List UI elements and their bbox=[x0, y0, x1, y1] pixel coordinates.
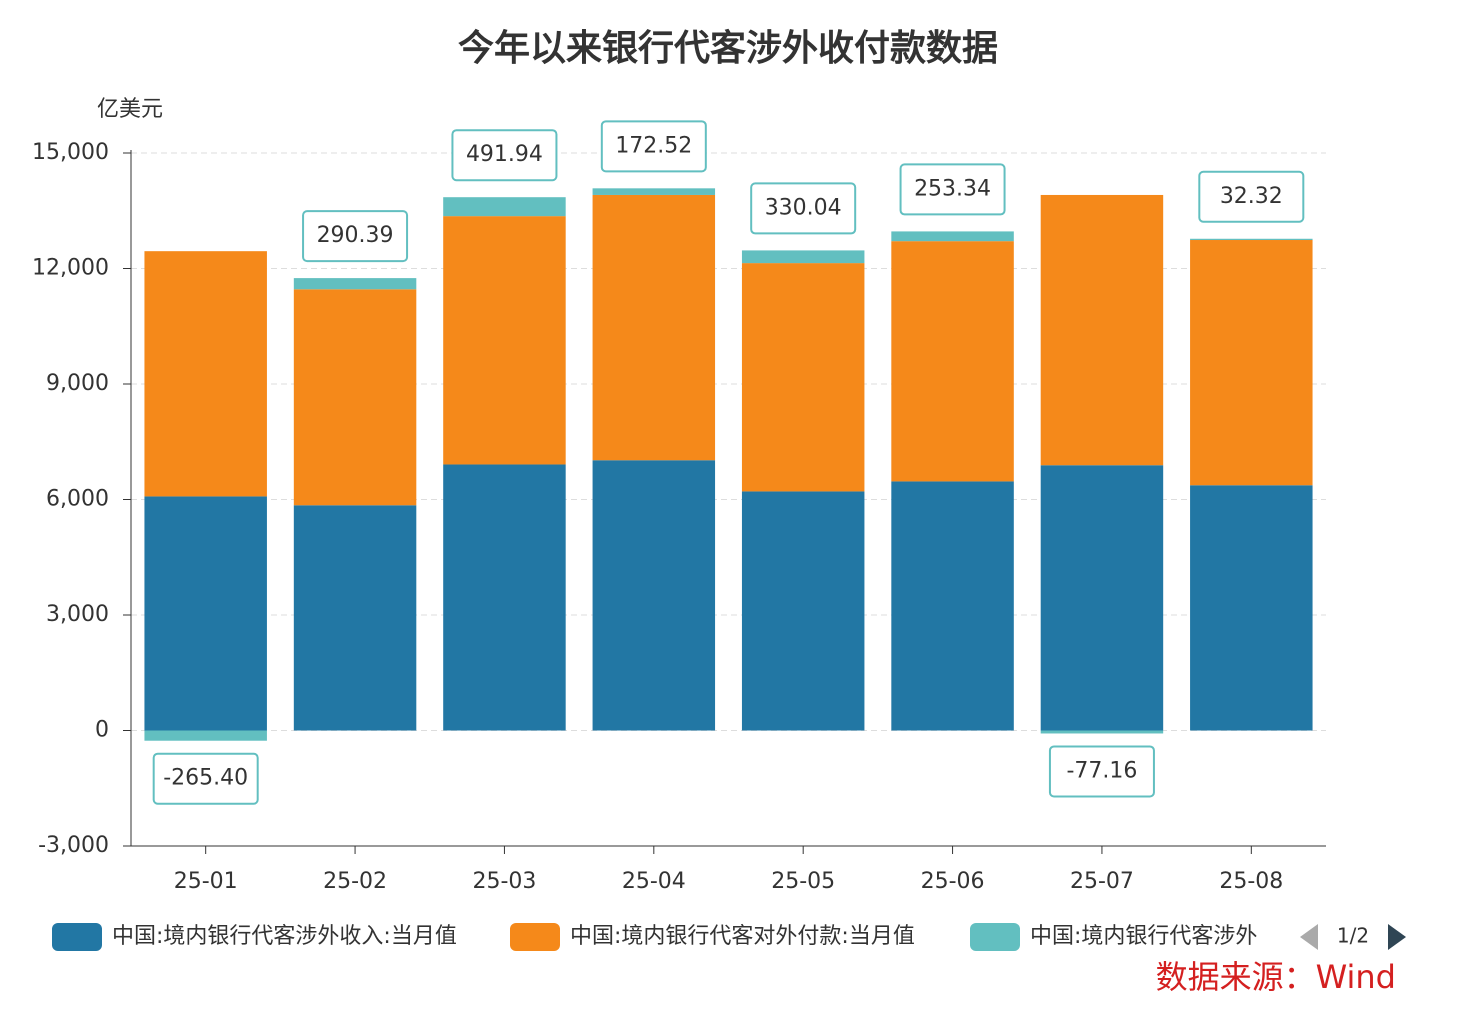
source-note: 数据来源：Wind bbox=[1156, 958, 1396, 996]
data-label-box bbox=[899, 163, 1006, 216]
bar-segment bbox=[144, 730, 267, 741]
x-tick-label: 25-08 bbox=[1219, 869, 1283, 894]
bar-segment bbox=[293, 289, 417, 506]
data-label-box bbox=[600, 120, 707, 173]
y-tick-label: 9,000 bbox=[46, 371, 109, 396]
data-label: -265.40 bbox=[163, 766, 248, 791]
legend-page: 1/2 bbox=[1337, 924, 1369, 948]
bar-segment bbox=[592, 460, 716, 731]
bar-segment bbox=[741, 491, 865, 731]
legend-swatch bbox=[510, 923, 560, 951]
legend-label: 中国:境内银行代客涉外收入:当月值 bbox=[112, 924, 457, 949]
x-tick-label: 25-07 bbox=[1070, 869, 1134, 894]
x-tick-label: 25-06 bbox=[921, 869, 985, 894]
bar-segment bbox=[1190, 485, 1313, 731]
legend-label: 中国:境内银行代客涉外 bbox=[1030, 924, 1257, 949]
bar-segment bbox=[891, 241, 1014, 482]
legend-swatch bbox=[52, 923, 102, 951]
data-label-box bbox=[750, 182, 857, 235]
x-tick-label: 25-02 bbox=[323, 869, 387, 894]
y-tick-label: 3,000 bbox=[46, 602, 109, 627]
y-tick-label: -3,000 bbox=[38, 833, 109, 858]
bar-segment bbox=[1190, 238, 1313, 241]
bar-segment bbox=[293, 278, 417, 290]
legend-prev[interactable] bbox=[1300, 924, 1318, 950]
bar-segment bbox=[144, 496, 267, 731]
x-tick-label: 25-04 bbox=[622, 869, 686, 894]
bar-segment bbox=[891, 481, 1014, 731]
bar-segment bbox=[741, 263, 865, 492]
bar-segment bbox=[443, 197, 566, 217]
bar-segment bbox=[891, 231, 1014, 242]
y-tick-label: 0 bbox=[95, 718, 109, 743]
bar-segment bbox=[1190, 240, 1313, 486]
data-label-box bbox=[302, 210, 409, 263]
data-label: 491.94 bbox=[466, 142, 543, 167]
legend-next[interactable] bbox=[1388, 924, 1406, 950]
y-tick-label: 6,000 bbox=[46, 487, 109, 512]
bar-segment bbox=[293, 505, 417, 731]
bar-segment bbox=[443, 216, 566, 465]
data-label-box bbox=[1198, 170, 1305, 223]
x-tick-label: 25-03 bbox=[472, 869, 536, 894]
data-label: -77.16 bbox=[1066, 758, 1137, 783]
data-label: 290.39 bbox=[317, 223, 394, 248]
data-label: 32.32 bbox=[1220, 184, 1283, 209]
bar-segment bbox=[592, 194, 716, 461]
bar-segment bbox=[1040, 730, 1164, 734]
y-axis-label: 亿美元 bbox=[97, 97, 163, 122]
x-tick-label: 25-01 bbox=[174, 869, 238, 894]
bar-segment bbox=[443, 464, 566, 731]
y-tick-label: 15,000 bbox=[32, 140, 109, 165]
bar-segment bbox=[1040, 194, 1164, 466]
chart-title: 今年以来银行代客涉外收付款数据 bbox=[458, 28, 998, 69]
x-tick-label: 25-05 bbox=[771, 869, 835, 894]
data-label-box bbox=[152, 752, 259, 805]
bar-segment bbox=[1040, 465, 1164, 731]
data-label: 172.52 bbox=[615, 133, 692, 158]
bar-segment bbox=[144, 251, 267, 497]
bar-segment bbox=[592, 188, 716, 195]
bar-segment bbox=[741, 250, 865, 264]
data-label-box bbox=[451, 129, 558, 182]
data-label: 253.34 bbox=[914, 176, 991, 201]
data-label: 330.04 bbox=[765, 195, 842, 220]
legend-swatch bbox=[970, 923, 1020, 951]
data-label-box bbox=[1048, 745, 1155, 798]
y-tick-label: 12,000 bbox=[32, 256, 109, 281]
legend-label: 中国:境内银行代客对外付款:当月值 bbox=[570, 924, 915, 949]
